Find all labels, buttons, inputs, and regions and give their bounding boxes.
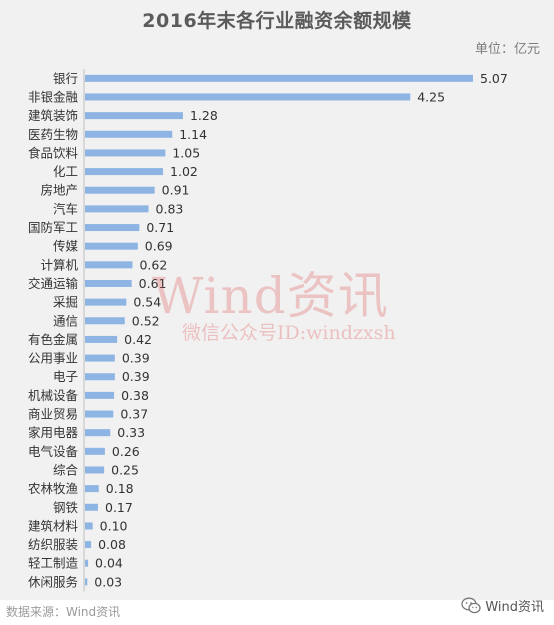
- value-label: 0.26: [112, 444, 140, 459]
- value-label: 0.62: [139, 257, 167, 272]
- category-label: 机械设备: [28, 388, 79, 403]
- bar: [85, 466, 105, 474]
- bar: [85, 149, 166, 157]
- category-label: 公用事业: [28, 351, 78, 366]
- bar: [85, 224, 140, 232]
- bar: [85, 410, 114, 418]
- value-label: 0.04: [95, 556, 123, 571]
- category-label: 农林牧渔: [28, 481, 78, 496]
- value-label: 0.42: [124, 332, 152, 347]
- value-label: 0.18: [106, 481, 134, 496]
- value-label: 0.52: [132, 313, 160, 328]
- category-label: 银行: [53, 71, 78, 86]
- unit-label: 单位：亿元: [474, 42, 540, 57]
- value-label: 0.61: [139, 276, 167, 291]
- wechat-icon: [461, 597, 481, 613]
- bar: [85, 373, 115, 381]
- value-label: 1.02: [170, 164, 198, 179]
- value-label: 0.37: [120, 407, 148, 422]
- bar: [85, 578, 88, 586]
- value-label: 0.03: [94, 574, 122, 589]
- category-label: 传媒: [53, 239, 79, 254]
- category-label: 钢铁: [53, 500, 79, 515]
- wechat-badge: Wind资讯: [461, 596, 544, 615]
- bar: [85, 279, 132, 287]
- bar: [85, 447, 105, 455]
- category-label: 电子: [53, 369, 78, 384]
- bar: [85, 335, 118, 343]
- category-label: 通信: [53, 313, 78, 328]
- bar: [85, 298, 127, 306]
- category-label: 休闲服务: [28, 574, 78, 589]
- category-label: 采掘: [53, 295, 78, 310]
- value-label: 0.69: [145, 239, 173, 254]
- value-label: 0.83: [156, 201, 184, 216]
- bar: [85, 391, 115, 399]
- value-label: 0.33: [117, 425, 145, 440]
- category-label: 医药生物: [28, 127, 78, 142]
- value-label: 0.17: [105, 500, 133, 515]
- category-label: 综合: [53, 462, 79, 477]
- bar: [85, 261, 133, 269]
- bar: [85, 485, 99, 493]
- bar: [85, 205, 149, 213]
- bar: [85, 503, 99, 511]
- category-label: 电气设备: [28, 444, 79, 459]
- value-label: 0.54: [133, 295, 161, 310]
- bar-chart: 银行 5.07 非银金融 4.25 建筑装饰 1.28 医药生物 1.14 食品饮料 1.05 化工…: [28, 69, 508, 592]
- category-label: 家用电器: [28, 425, 79, 440]
- category-label: 房地产: [40, 183, 78, 198]
- category-label: 汽车: [53, 201, 78, 216]
- bar: [85, 429, 111, 437]
- category-label: 计算机: [40, 257, 78, 272]
- category-label: 建筑材料: [28, 518, 79, 533]
- value-label: 0.10: [100, 518, 128, 533]
- category-label: 交通运输: [28, 276, 79, 291]
- watermark-subtitle: 微信公众号ID:windzxsh: [182, 322, 396, 344]
- bar: [85, 186, 155, 194]
- bar: [85, 93, 411, 101]
- value-label: 1.05: [172, 145, 200, 160]
- data-source: 数据来源：Wind资讯: [6, 605, 121, 619]
- value-label: 0.39: [122, 369, 150, 384]
- wechat-label: Wind资讯: [485, 600, 544, 615]
- category-label: 食品饮料: [28, 145, 79, 160]
- category-label: 非银金融: [28, 89, 79, 104]
- value-label: 0.38: [121, 388, 149, 403]
- category-label: 国防军工: [28, 220, 78, 235]
- bar: [85, 74, 473, 82]
- category-label: 建筑装饰: [28, 108, 78, 123]
- category-label: 纺织服装: [28, 537, 78, 552]
- value-label: 0.25: [111, 462, 139, 477]
- value-label: 4.25: [417, 89, 445, 104]
- value-label: 0.08: [98, 537, 126, 552]
- bar: [85, 168, 164, 176]
- watermark-brand: Wind资讯: [152, 267, 389, 325]
- value-label: 0.39: [122, 351, 150, 366]
- category-label: 化工: [53, 164, 78, 179]
- category-label: 商业贸易: [28, 407, 78, 422]
- chart-title: 2016年末各行业融资余额规模: [142, 10, 412, 32]
- value-label: 0.71: [146, 220, 174, 235]
- bar: [85, 317, 125, 325]
- bar: [85, 130, 173, 138]
- value-label: 0.91: [162, 183, 190, 198]
- bar: [85, 559, 89, 567]
- bar: [85, 242, 138, 250]
- bar: [85, 522, 93, 530]
- value-label: 5.07: [480, 71, 508, 86]
- category-label: 有色金属: [28, 332, 78, 347]
- bar: [85, 354, 115, 362]
- bar: [85, 541, 92, 549]
- bar: [85, 112, 183, 120]
- value-label: 1.14: [179, 127, 207, 142]
- category-label: 轻工制造: [28, 556, 79, 571]
- value-label: 1.28: [190, 108, 218, 123]
